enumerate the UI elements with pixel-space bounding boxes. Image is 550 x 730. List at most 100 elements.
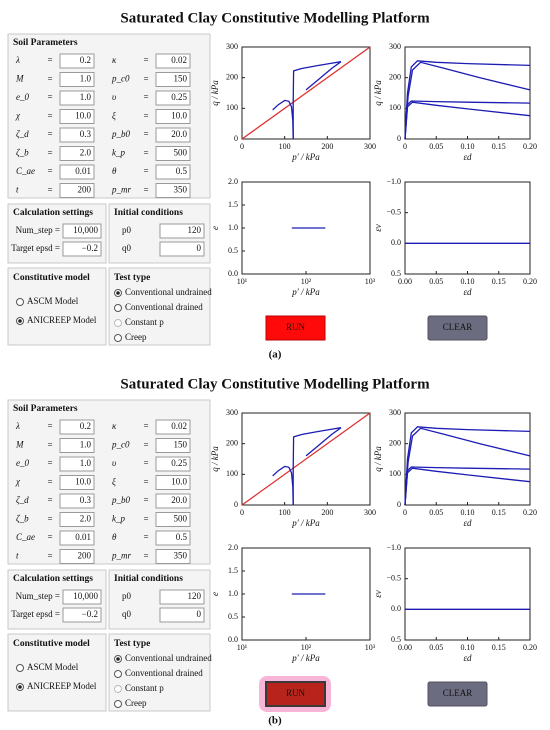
input-box[interactable]	[159, 589, 205, 605]
input-box[interactable]	[155, 183, 191, 198]
param-label: χ	[15, 111, 21, 121]
y-axis-label: e	[210, 592, 220, 596]
input-box[interactable]	[59, 475, 95, 490]
input-box[interactable]	[59, 164, 95, 180]
x-tick-label: 10¹	[237, 277, 248, 286]
input-box[interactable]	[59, 127, 95, 143]
input-box[interactable]	[155, 53, 191, 69]
setting-label: Num_step =	[16, 225, 60, 235]
input-box[interactable]	[155, 72, 191, 87]
input-box[interactable]	[155, 438, 191, 453]
param-equals: =	[143, 551, 148, 561]
radio-dot	[18, 685, 22, 689]
run-button[interactable]	[265, 315, 326, 341]
y-tick-label: 0.0	[228, 269, 238, 278]
param-label: ξ	[112, 111, 116, 121]
input-box[interactable]	[155, 493, 191, 509]
radio-button[interactable]	[16, 664, 24, 672]
y-tick-label: 100	[389, 103, 401, 112]
input-box[interactable]	[59, 456, 95, 472]
x-tick-label: 0.05	[429, 142, 443, 151]
param-equals: =	[143, 92, 148, 102]
param-label: M	[15, 440, 24, 450]
input-value: 0	[197, 609, 202, 619]
radio-button[interactable]	[114, 304, 122, 312]
radio-label: Constant p	[125, 683, 164, 693]
input-box[interactable]	[59, 438, 95, 453]
clear-button[interactable]	[427, 315, 488, 341]
param-label: κ	[112, 55, 117, 65]
x-axis-label: εd	[463, 518, 472, 528]
input-box[interactable]	[155, 530, 191, 546]
radio-button[interactable]	[114, 700, 122, 708]
clear-button[interactable]	[427, 681, 488, 707]
param-label: e_0	[16, 458, 29, 468]
input-box[interactable]	[59, 146, 95, 161]
y-tick-label: 2.0	[228, 543, 238, 552]
y-tick-label: 0.0	[391, 604, 401, 613]
input-box[interactable]	[159, 223, 205, 239]
input-box[interactable]	[59, 72, 95, 87]
x-axis-label: p′ / kPa	[291, 287, 320, 297]
input-value: 150	[174, 440, 188, 450]
input-box[interactable]	[59, 109, 95, 124]
x-tick-label: 0.05	[429, 277, 443, 286]
setting-label: Target epsd =	[11, 243, 60, 253]
run-button[interactable]	[265, 681, 326, 707]
radio-dot	[116, 291, 120, 295]
radio-button[interactable]	[114, 334, 122, 342]
x-tick-label: 0.00	[398, 643, 412, 652]
input-box[interactable]	[62, 589, 102, 605]
param-label: ζ_b	[16, 514, 29, 524]
input-value: 20.0	[171, 129, 187, 139]
param-equals: =	[143, 166, 148, 176]
input-box[interactable]	[159, 241, 205, 257]
radio-label: Conventional drained	[125, 302, 203, 312]
input-box[interactable]	[155, 475, 191, 490]
input-value: 200	[78, 551, 92, 561]
input-box[interactable]	[155, 127, 191, 143]
input-box[interactable]	[59, 53, 95, 69]
input-box[interactable]	[62, 607, 102, 623]
param-label: C_ae	[16, 166, 35, 176]
input-value: 0.2	[80, 421, 91, 431]
param-label: θ	[112, 166, 117, 176]
input-box[interactable]	[59, 419, 95, 435]
input-box[interactable]	[155, 456, 191, 472]
input-box[interactable]	[59, 530, 95, 546]
radio-button[interactable]	[16, 298, 24, 306]
input-box[interactable]	[59, 90, 95, 106]
input-box[interactable]	[155, 419, 191, 435]
y-tick-label: 1.0	[228, 223, 238, 232]
input-value: 10,000	[73, 225, 98, 235]
input-box[interactable]	[59, 183, 95, 198]
input-box[interactable]	[155, 512, 191, 527]
input-box[interactable]	[155, 549, 191, 564]
radio-button[interactable]	[114, 670, 122, 678]
input-value: 0.3	[80, 495, 92, 505]
input-box[interactable]	[155, 90, 191, 106]
input-box[interactable]	[159, 607, 205, 623]
input-value: 0.5	[176, 532, 188, 542]
y-axis-label: e	[210, 226, 220, 230]
input-box[interactable]	[155, 164, 191, 180]
input-box[interactable]	[62, 241, 102, 257]
input-value: 350	[174, 185, 188, 195]
input-box[interactable]	[155, 109, 191, 124]
param-label: k_p	[112, 514, 125, 524]
param-equals: =	[47, 111, 52, 121]
y-tick-label: 0	[234, 134, 238, 143]
input-box[interactable]	[59, 493, 95, 509]
radio-label: Creep	[125, 332, 147, 342]
x-tick-label: 0.05	[429, 643, 443, 652]
input-value: 120	[188, 225, 202, 235]
y-tick-label: −0.5	[386, 207, 401, 216]
input-box[interactable]	[59, 512, 95, 527]
input-box[interactable]	[155, 146, 191, 161]
radio-label: Conventional drained	[125, 668, 203, 678]
param-label: t	[16, 185, 19, 195]
x-tick-label: 0	[240, 508, 244, 517]
input-box[interactable]	[62, 223, 102, 239]
input-box[interactable]	[59, 549, 95, 564]
param-equals: =	[47, 551, 52, 561]
